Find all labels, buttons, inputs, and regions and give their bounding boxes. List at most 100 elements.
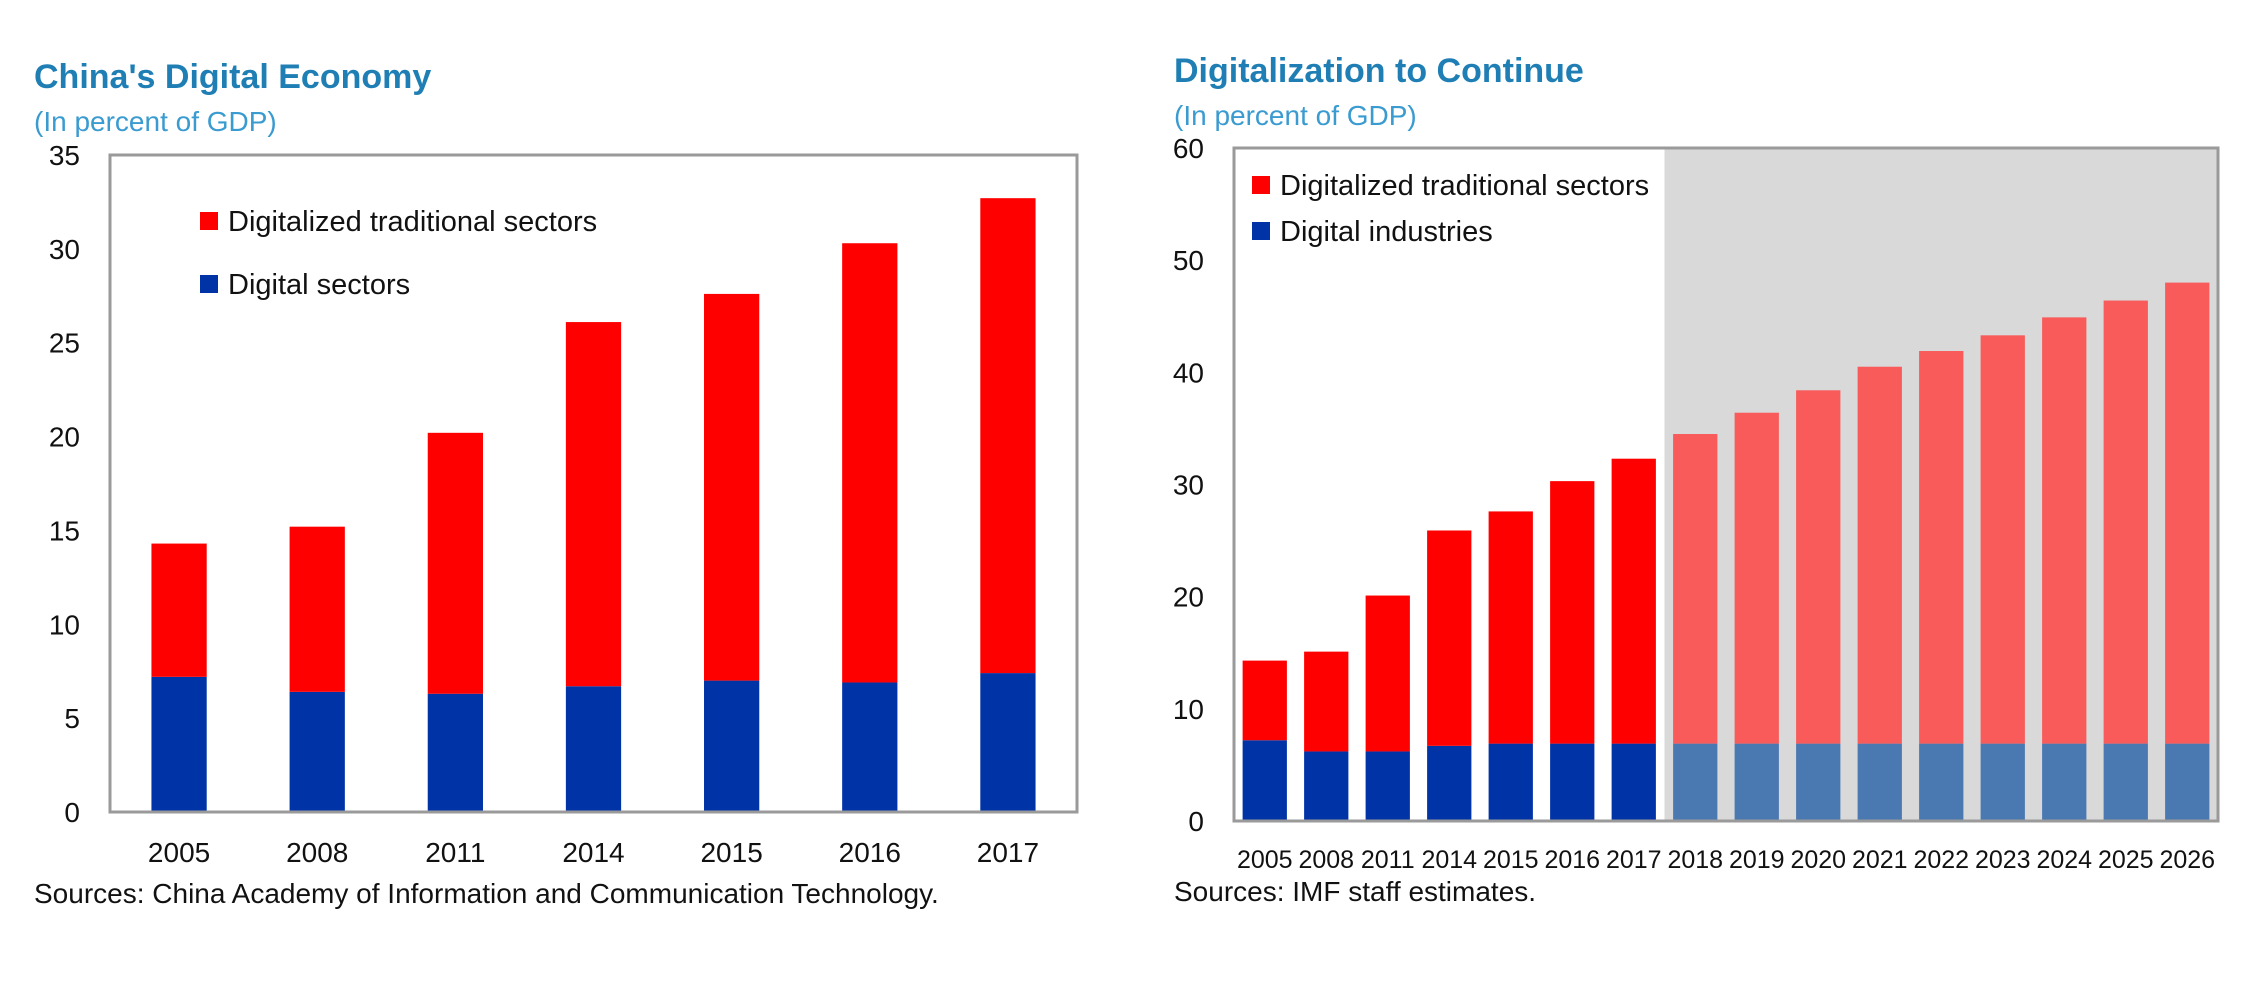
left-x-tick-label: 2014: [562, 837, 624, 868]
right-legend-swatch-digital: [1252, 222, 1270, 240]
right-y-tick-label: 10: [1173, 694, 1204, 725]
right-chart-title: Digitalization to Continue: [1174, 52, 1584, 90]
right-bar-digital-2016: [1550, 743, 1595, 821]
right-x-tick-label: 2014: [1421, 846, 1477, 874]
right-bar-traditional-2024: [2042, 317, 2087, 744]
right-y-tick-label: 30: [1173, 470, 1204, 501]
right-bar-traditional-2011: [1365, 595, 1410, 752]
left-y-tick-label: 25: [49, 328, 80, 359]
left-x-tick-label: 2011: [425, 837, 485, 868]
right-bar-digital-2015: [1488, 743, 1533, 821]
right-plot-frame: [1232, 146, 2220, 823]
right-x-tick-label: 2026: [2159, 846, 2215, 874]
left-chart-panel: China's Digital Economy (In percent of G…: [0, 0, 1132, 981]
left-bar-traditional-2017: [980, 198, 1036, 674]
left-y-tick-label: 10: [49, 609, 80, 640]
left-y-tick-label: 0: [64, 797, 80, 828]
right-bar-traditional-2005: [1242, 660, 1287, 741]
right-x-tick-label: 2018: [1667, 846, 1723, 874]
left-y-tick-label: 35: [49, 140, 80, 171]
right-bar-traditional-2022: [1919, 351, 1964, 744]
right-x-tick-label: 2008: [1298, 846, 1354, 874]
right-x-tick-label: 2023: [1975, 846, 2031, 874]
left-chart-title: China's Digital Economy: [34, 58, 432, 96]
right-x-tick-label: 2017: [1606, 846, 1662, 874]
left-x-tick-label: 2008: [286, 837, 348, 868]
right-bar-digital-2019: [1734, 743, 1779, 821]
left-x-tick-label: 2017: [977, 837, 1039, 868]
right-y-tick-label: 60: [1173, 133, 1204, 164]
right-bar-traditional-2014: [1427, 530, 1472, 746]
left-bar-traditional-2015: [704, 293, 760, 681]
left-bar-traditional-2005: [151, 543, 207, 677]
left-y-tick-label: 5: [64, 703, 80, 734]
right-x-tick-label: 2024: [2036, 846, 2092, 874]
right-legend-label-traditional: Digitalized traditional sectors: [1280, 170, 1649, 202]
left-bar-digital-2017: [980, 673, 1036, 812]
left-bar-traditional-2014: [565, 322, 622, 687]
left-chart-subtitle: (In percent of GDP): [34, 106, 277, 137]
right-bar-digital-2011: [1365, 751, 1410, 821]
right-bar-traditional-2020: [1796, 390, 1841, 744]
right-bar-traditional-2026: [2165, 282, 2210, 744]
left-bar-digital-2015: [704, 680, 760, 812]
right-x-tick-label: 2020: [1790, 846, 1846, 874]
left-bar-digital-2016: [842, 682, 898, 812]
left-chart-source: Sources: China Academy of Information an…: [34, 878, 939, 909]
right-x-tick-label: 2015: [1483, 846, 1539, 874]
right-bar-traditional-2016: [1550, 481, 1595, 744]
right-bar-traditional-2021: [1857, 366, 1902, 744]
right-bar-traditional-2015: [1488, 511, 1533, 744]
left-x-tick-label: 2015: [700, 837, 762, 868]
left-bar-traditional-2011: [427, 432, 483, 694]
left-legend-label-traditional: Digitalized traditional sectors: [228, 206, 597, 238]
left-bar-traditional-2008: [289, 526, 345, 692]
left-bar-digital-2014: [565, 686, 622, 812]
right-legend-label-digital: Digital industries: [1280, 216, 1493, 248]
right-y-tick-label: 40: [1173, 357, 1204, 388]
right-legend-swatch-traditional: [1252, 176, 1270, 194]
right-y-tick-label: 20: [1173, 582, 1204, 613]
left-x-tick-label: 2016: [839, 837, 901, 868]
right-x-tick-label: 2019: [1729, 846, 1785, 874]
right-bar-traditional-2025: [2103, 300, 2148, 744]
right-bar-digital-2025: [2103, 743, 2148, 821]
left-legend-swatch-traditional: [200, 212, 218, 230]
right-bar-digital-2024: [2042, 743, 2087, 821]
right-bar-digital-2020: [1796, 743, 1841, 821]
right-x-tick-label: 2022: [1913, 846, 1969, 874]
right-bar-digital-2023: [1980, 743, 2025, 821]
left-y-tick-label: 20: [49, 422, 80, 453]
right-chart-subtitle: (In percent of GDP): [1174, 100, 1417, 131]
right-bar-digital-2018: [1673, 743, 1718, 821]
right-bar-digital-2026: [2165, 743, 2210, 821]
right-x-tick-label: 2011: [1361, 846, 1415, 874]
right-bar-traditional-2019: [1734, 412, 1779, 744]
left-bar-traditional-2016: [842, 243, 898, 683]
right-x-tick-label: 2021: [1852, 846, 1908, 874]
right-bar-traditional-2017: [1611, 458, 1656, 744]
right-x-tick-label: 2025: [2098, 846, 2154, 874]
right-y-tick-label: 0: [1188, 806, 1204, 837]
left-plot-frame: [108, 153, 1079, 814]
right-y-tick-label: 50: [1173, 245, 1204, 276]
right-chart-panel: Digitalization to Continue (In percent o…: [1132, 0, 2265, 981]
left-legend-label-digital: Digital sectors: [228, 269, 410, 301]
right-bar-traditional-2008: [1304, 651, 1349, 752]
left-y-tick-label: 15: [49, 515, 80, 546]
right-bar-digital-2017: [1611, 743, 1656, 821]
right-bar-traditional-2023: [1980, 335, 2025, 744]
right-bar-digital-2021: [1857, 743, 1902, 821]
right-x-tick-label: 2016: [1544, 846, 1600, 874]
left-chart-svg: 2005 2008 2011 2014 2015 2016 2017 0 5 10 15 20 25 30…: [49, 140, 1079, 868]
right-chart-source: Sources: IMF staff estimates.: [1174, 876, 1537, 907]
left-bar-digital-2005: [151, 676, 207, 812]
left-x-tick-label: 2005: [148, 837, 210, 868]
right-bar-traditional-2018: [1673, 434, 1718, 744]
left-legend-swatch-digital: [200, 275, 218, 293]
right-chart-svg: 2005 2008 2011 2014 2015 2016 2017 2018 2019 2020…: [1173, 133, 2220, 874]
right-bar-digital-2022: [1919, 743, 1964, 821]
left-bar-digital-2011: [427, 693, 483, 812]
right-bar-digital-2014: [1427, 745, 1472, 821]
left-bar-digital-2008: [289, 691, 345, 812]
